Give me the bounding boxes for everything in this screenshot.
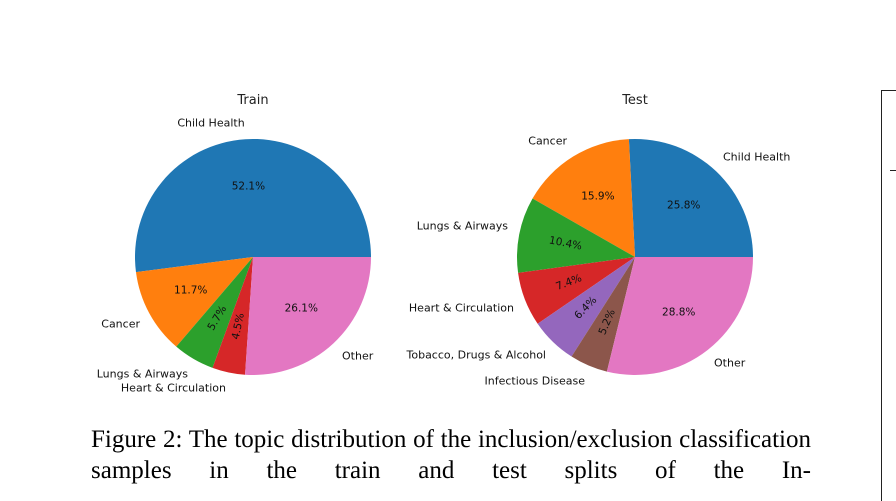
slice-category-label: Infectious Disease [485,375,586,388]
slice-category-label: Lungs & Airways [97,368,189,381]
pie-slice-infectious-disease [571,257,635,372]
slice-category-label: Child Health [177,117,244,130]
pie-slice-heart-circulation [212,257,253,375]
slice-category-label: Child Health [723,151,790,164]
adjacent-figure-frame [881,90,896,501]
slice-category-label: Cancer [528,135,567,148]
adjacent-figure-tick [890,170,896,171]
slice-category-label: Cancer [101,318,140,331]
pie-slice-lungs-airways [517,198,635,273]
pie-slice-lungs-airways [176,257,253,368]
pie-slice-other [606,257,753,375]
slice-percent-label: 15.9% [581,191,614,203]
slice-percent-label: 52.1% [232,180,265,192]
slice-category-label: Other [714,357,746,370]
slice-percent-label: 25.8% [667,200,700,212]
slice-category-label: Tobacco, Drugs & Alcohol [406,349,547,362]
slice-percent-label: 28.8% [662,307,695,319]
chart-title: Train [236,93,268,108]
slice-percent-label: 26.1% [285,303,318,315]
pie-slice-child-health [628,139,753,257]
slice-percent-label: 4.5% [230,312,247,341]
slice-category-label: Other [342,350,374,363]
slice-percent-label: 11.7% [174,285,207,297]
pie-slice-tobacco-drugs-alcohol [537,257,635,357]
pie-slice-other [245,257,371,375]
pie-slice-heart-circulation [518,257,635,324]
pie-slice-cancer [135,257,253,347]
slice-category-label: Lungs & Airways [417,220,509,233]
figure-caption: Figure 2: The topic distribution of the … [91,426,811,484]
slice-category-label: Heart & Circulation [409,302,514,315]
chart-title: Test [621,93,648,108]
pie-slice-child-health [135,138,371,273]
slice-category-label: Heart & Circulation [121,382,226,395]
pie-slice-cancer [532,139,635,257]
